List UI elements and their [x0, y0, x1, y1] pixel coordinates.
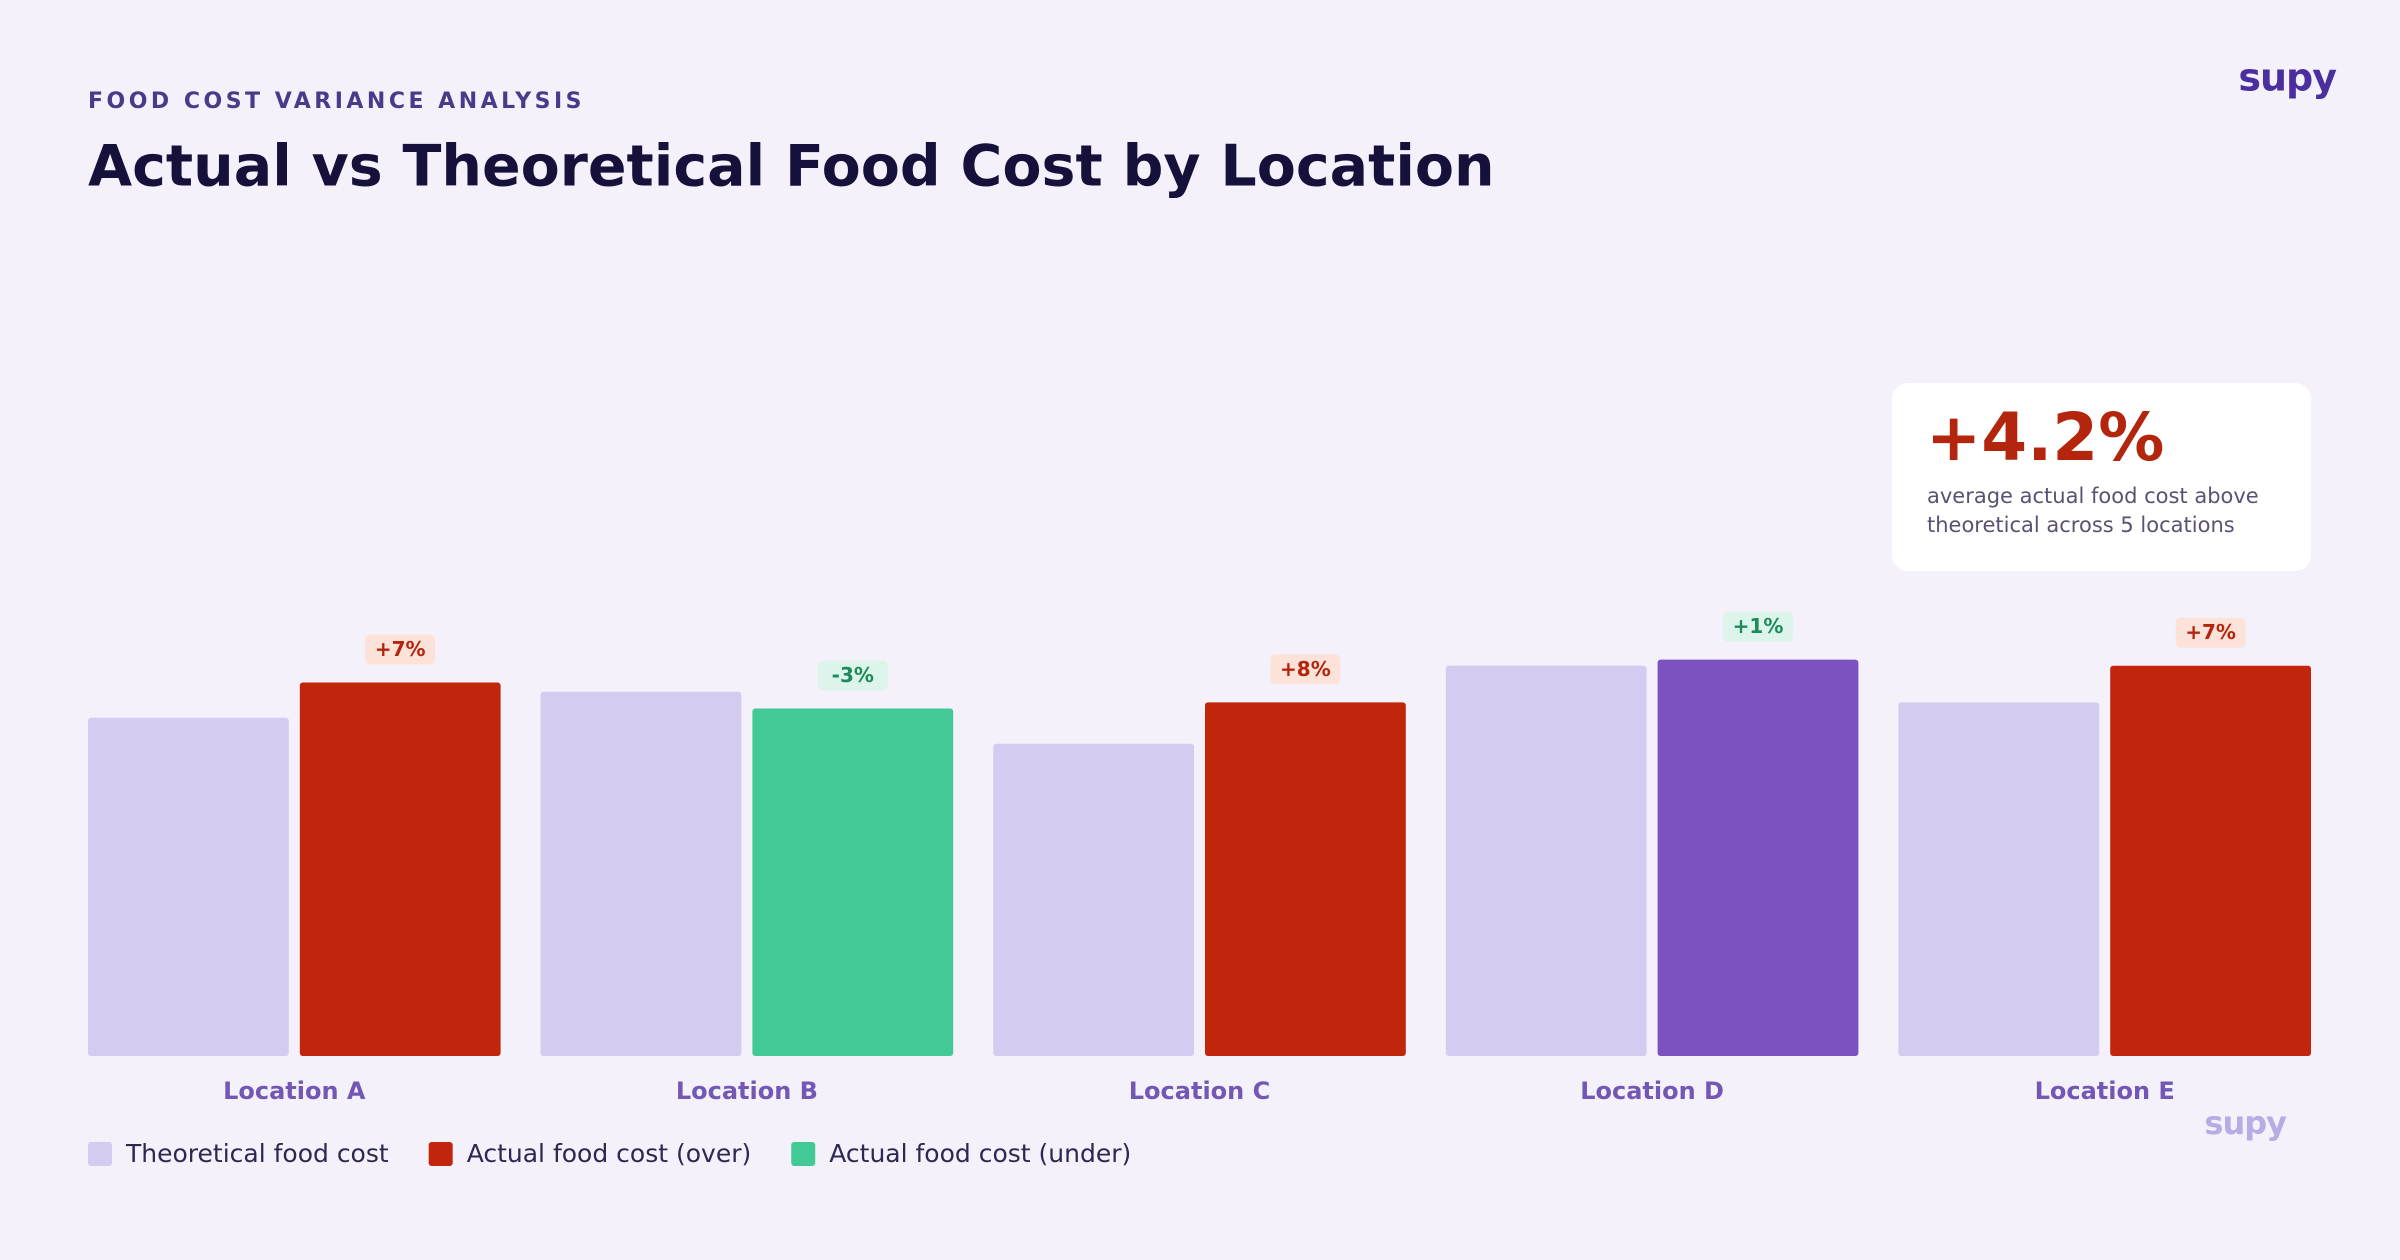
watermark: supy	[2204, 1104, 2287, 1142]
variance-label: +8%	[1280, 657, 1331, 681]
variance-label: -3%	[832, 663, 874, 687]
callout-box	[1892, 383, 2311, 571]
bar	[1205, 702, 1406, 1056]
legend-label: Actual food cost (under)	[829, 1139, 1131, 1168]
variance-pill	[1270, 654, 1341, 685]
chart-title: Actual vs Theoretical Food Cost by Locat…	[88, 134, 1495, 200]
bar	[1657, 659, 1859, 1056]
variance-label: +1%	[1733, 614, 1784, 638]
bar	[88, 717, 289, 1056]
x-tick-label: Location D	[1580, 1077, 1724, 1105]
bar	[752, 708, 954, 1056]
variance-label: +7%	[375, 637, 426, 661]
bar	[1898, 702, 2100, 1056]
bar	[993, 743, 1194, 1056]
bar	[299, 682, 501, 1056]
legend-label: Theoretical food cost	[125, 1139, 389, 1168]
x-tick-label: Location A	[223, 1077, 366, 1105]
bar	[540, 691, 742, 1056]
legend-swatch	[428, 1142, 453, 1166]
legend-label: Actual food cost (over)	[467, 1139, 752, 1168]
bar	[1445, 665, 1647, 1056]
callout-text: theoretical across 5 locations	[1927, 513, 2235, 537]
x-tick-label: Location B	[676, 1077, 818, 1105]
legend-swatch	[88, 1142, 112, 1166]
variance-pill	[1723, 611, 1793, 642]
subtitle: FOOD COST VARIANCE ANALYSIS	[88, 89, 585, 114]
logo: supy	[2238, 56, 2337, 100]
variance-pill	[817, 660, 888, 691]
callout-text: average actual food cost above	[1927, 484, 2259, 508]
bar	[2110, 665, 2311, 1056]
callout-value: +4.2%	[1926, 399, 2164, 476]
x-tick-label: Location E	[2035, 1077, 2175, 1105]
variance-label: +7%	[2185, 620, 2236, 644]
x-tick-label: Location C	[1129, 1077, 1270, 1105]
legend-swatch	[791, 1142, 816, 1166]
variance-pill	[2175, 617, 2246, 648]
variance-pill	[365, 634, 436, 665]
